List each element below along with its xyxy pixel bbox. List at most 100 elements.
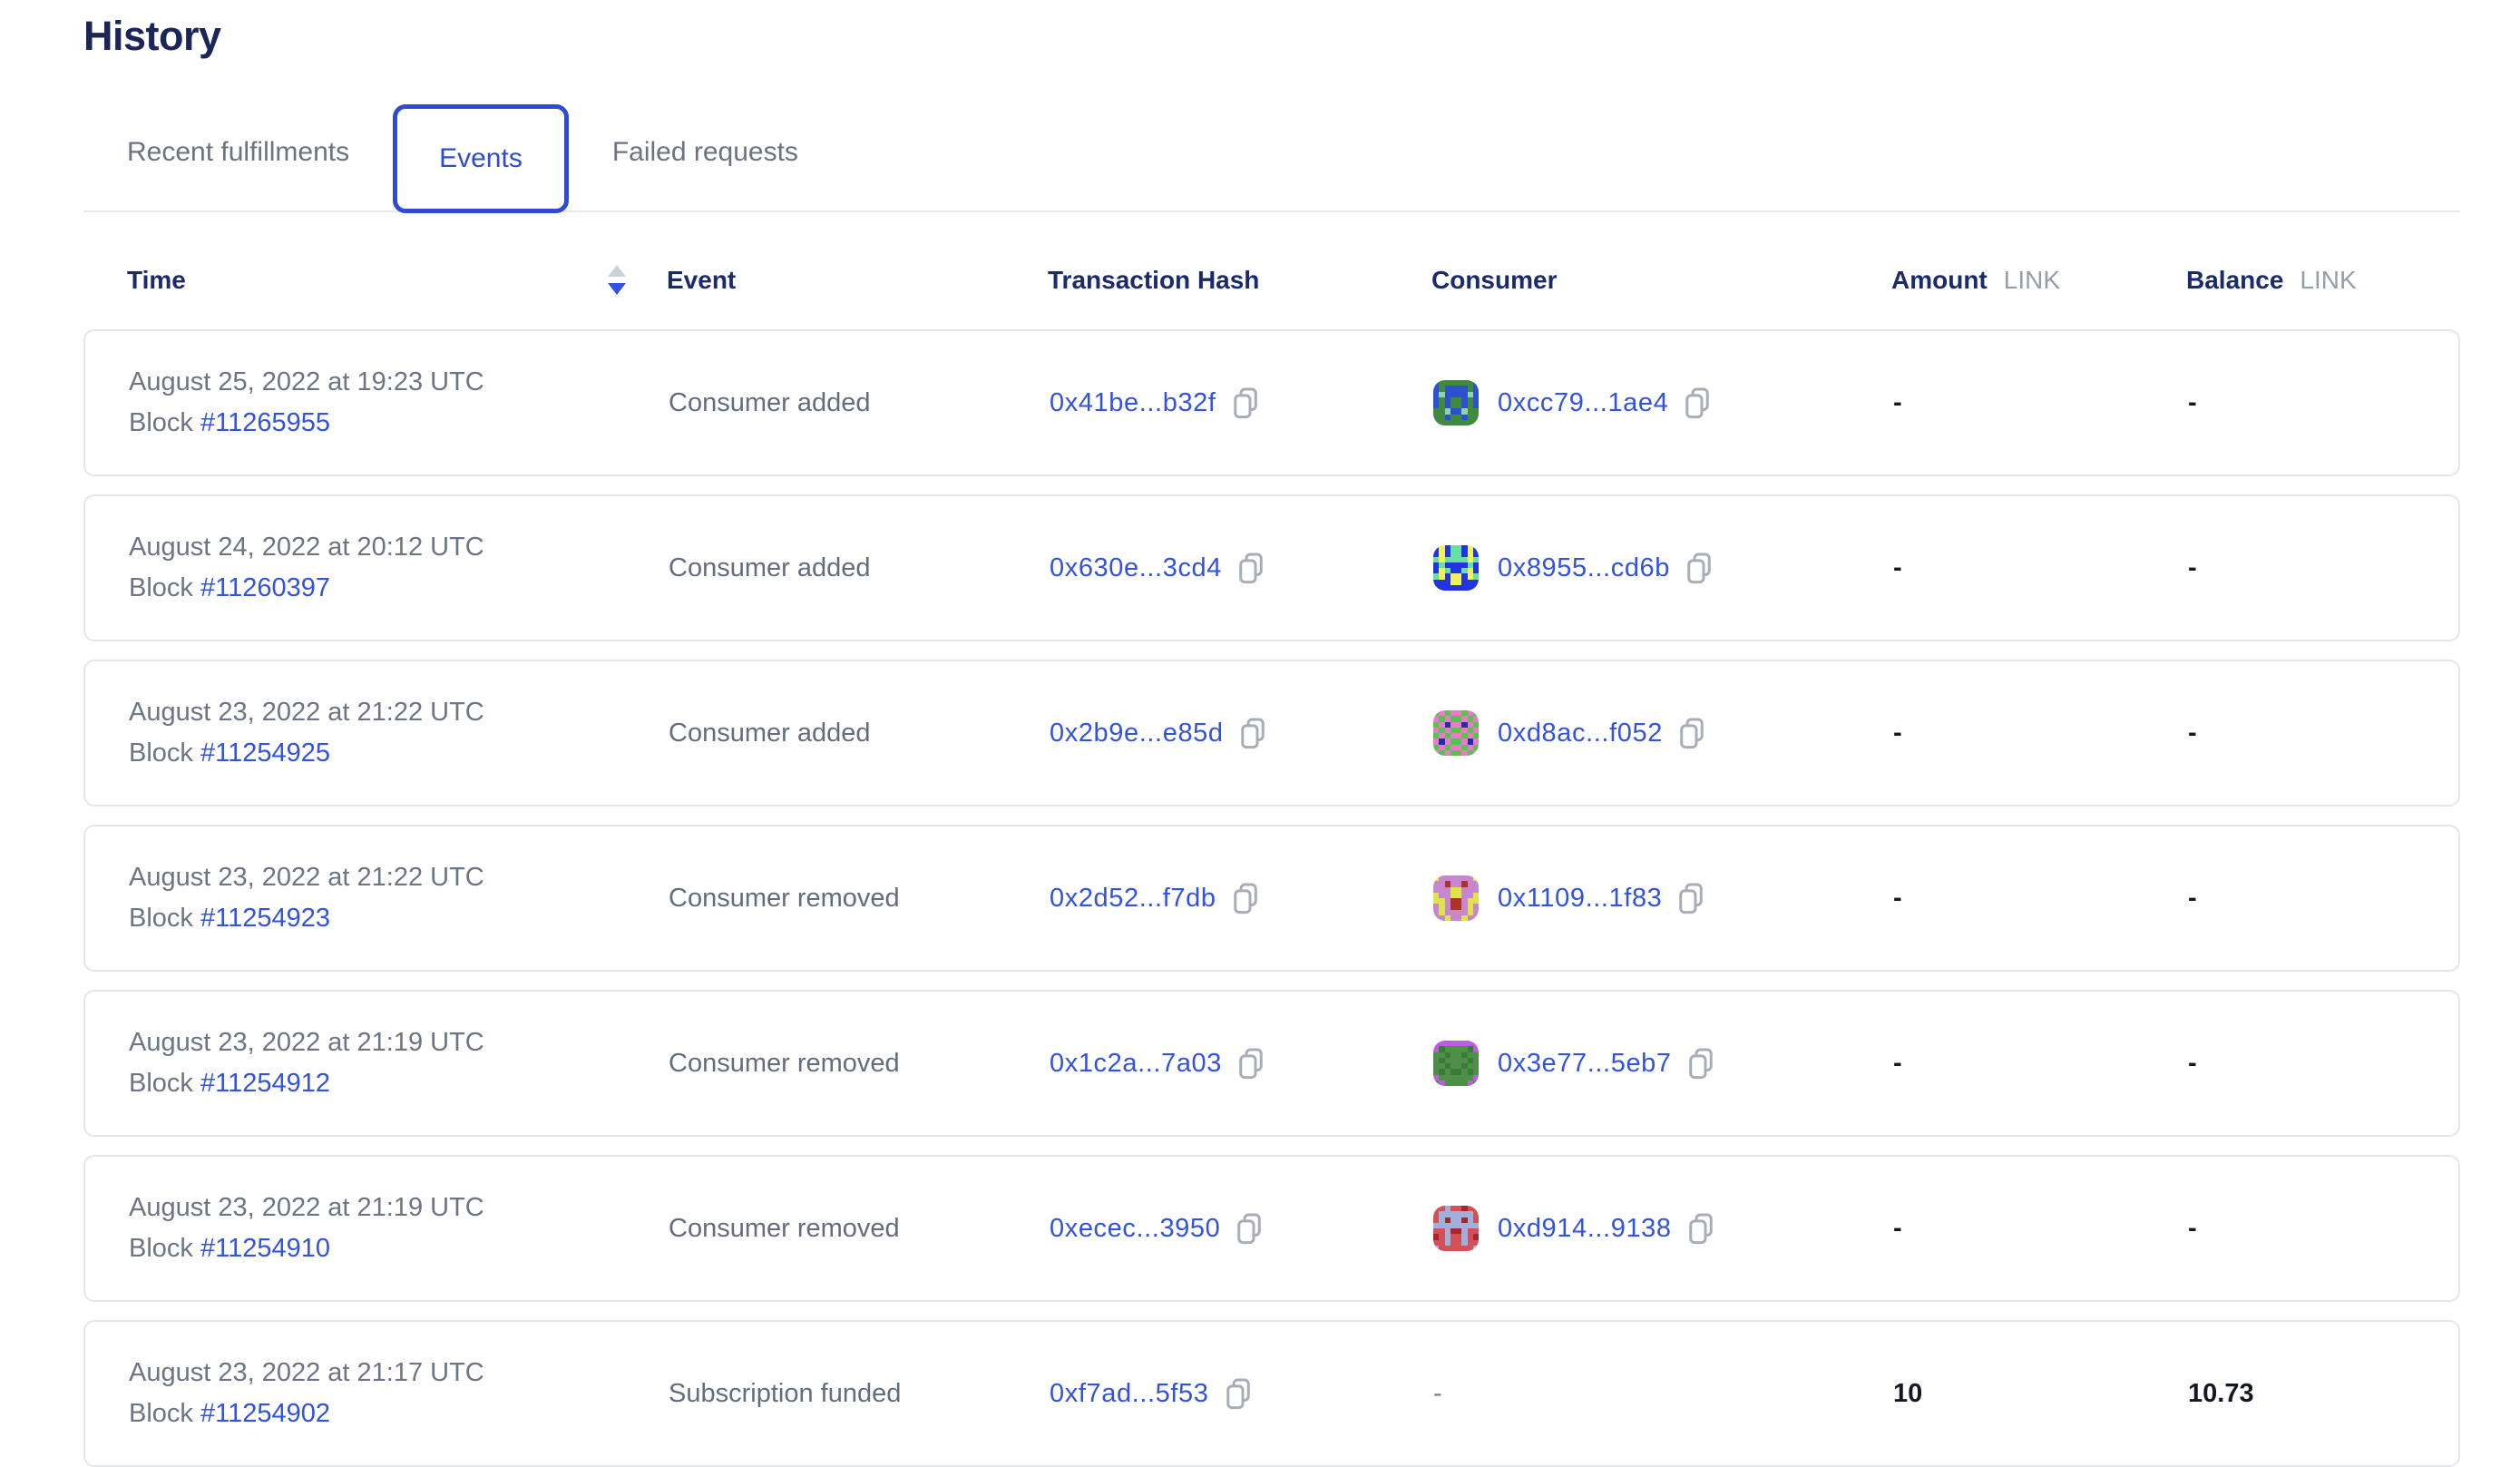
consumer-cell: 0x8955...cd6b [1433, 545, 1893, 591]
row-timestamp: August 25, 2022 at 19:23 UTC [129, 367, 484, 396]
col-header-balance: Balance [2186, 265, 2284, 294]
consumer-address-link[interactable]: 0x1109...1f83 [1498, 883, 1663, 913]
consumer-address-link[interactable]: 0xd8ac...f052 [1498, 718, 1663, 748]
copy-icon [1239, 553, 1263, 584]
col-header-event: Event [667, 265, 737, 294]
time-cell: August 23, 2022 at 21:22 UTC Block #1125… [129, 692, 669, 774]
block-link[interactable]: #11254923 [200, 904, 330, 933]
balance-value: - [2188, 553, 2197, 582]
sort-desc-icon [608, 283, 626, 295]
sort-asc-icon [608, 265, 626, 277]
balance-value: - [2188, 1048, 2197, 1078]
tx-hash-link[interactable]: 0x1c2a...7a03 [1050, 1048, 1222, 1078]
tx-cell: 0xf7ad...5f53 [1050, 1377, 1433, 1410]
table-row: August 23, 2022 at 21:22 UTC Block #1125… [83, 825, 2460, 972]
block-link[interactable]: #11254912 [200, 1069, 330, 1098]
block-link[interactable]: #11254925 [200, 738, 330, 768]
consumer-copy-icon[interactable] [1678, 717, 1705, 749]
copy-icon [1688, 1048, 1713, 1080]
tx-cell: 0x2d52...f7db [1050, 882, 1433, 914]
tx-hash-link[interactable]: 0x41be...b32f [1050, 387, 1216, 417]
consumer-copy-icon[interactable] [1685, 552, 1713, 584]
table-header: Time Event Transaction Hash Consumer Amo… [83, 265, 2460, 295]
tx-hash-link[interactable]: 0x2d52...f7db [1050, 883, 1216, 913]
block-link[interactable]: #11254910 [200, 1234, 330, 1263]
col-header-transaction-hash: Transaction Hash [1048, 265, 1260, 294]
block-label: Block [129, 408, 193, 437]
table-row: August 23, 2022 at 21:19 UTC Block #1125… [83, 990, 2460, 1137]
tx-hash-link[interactable]: 0xf7ad...5f53 [1050, 1378, 1209, 1408]
sort-control[interactable] [608, 265, 626, 295]
tab-failed-requests[interactable]: Failed requests [611, 137, 798, 167]
col-header-balance-wrap: Balance LINK [2186, 266, 2424, 295]
tx-hash-link[interactable]: 0xecec...3950 [1050, 1213, 1221, 1243]
consumer-address-link[interactable]: 0xcc79...1ae4 [1498, 387, 1669, 417]
tx-copy-icon[interactable] [1232, 882, 1259, 914]
tx-copy-icon[interactable] [1239, 717, 1266, 749]
time-cell: August 23, 2022 at 21:17 UTC Block #1125… [129, 1353, 669, 1434]
balance-value: - [2188, 1213, 2197, 1243]
event-type: Consumer removed [669, 1213, 900, 1243]
event-type: Consumer removed [669, 1048, 900, 1078]
consumer-address-link[interactable]: 0x8955...cd6b [1498, 553, 1670, 582]
tx-copy-icon[interactable] [1237, 552, 1265, 584]
copy-icon [1685, 387, 1710, 419]
tab-recent-fulfillments[interactable]: Recent fulfillments [127, 137, 350, 167]
block-label: Block [129, 1234, 193, 1263]
tx-copy-icon[interactable] [1237, 1047, 1265, 1080]
tx-copy-icon[interactable] [1236, 1212, 1263, 1245]
row-timestamp: August 23, 2022 at 21:22 UTC [129, 698, 484, 727]
tx-copy-icon[interactable] [1225, 1377, 1252, 1410]
consumer-copy-icon[interactable] [1687, 1212, 1714, 1245]
balance-value: - [2188, 883, 2197, 913]
col-header-time[interactable]: Time [127, 265, 186, 294]
tab-bar: Recent fulfillments Events Failed reques… [83, 94, 2460, 213]
event-rows: August 25, 2022 at 19:23 UTC Block #1126… [83, 329, 2460, 1467]
consumer-identicon [1433, 1206, 1479, 1251]
copy-icon [1237, 1213, 1262, 1245]
block-line: Block #11254910 [129, 1228, 669, 1269]
copy-icon [1226, 1378, 1250, 1410]
consumer-identicon [1433, 545, 1479, 591]
consumer-address-link[interactable]: 0x3e77...5eb7 [1498, 1048, 1672, 1078]
copy-icon [1687, 553, 1711, 584]
tx-hash-link[interactable]: 0x630e...3cd4 [1050, 553, 1222, 582]
block-label: Block [129, 1399, 193, 1428]
row-timestamp: August 23, 2022 at 21:17 UTC [129, 1358, 484, 1387]
copy-icon [1688, 1213, 1713, 1245]
amount-value: - [1893, 1213, 1902, 1243]
consumer-copy-icon[interactable] [1684, 386, 1711, 419]
tx-cell: 0xecec...3950 [1050, 1212, 1433, 1245]
copy-icon [1233, 387, 1257, 419]
tx-cell: 0x41be...b32f [1050, 386, 1433, 419]
tab-events[interactable]: Events [393, 104, 569, 213]
block-label: Block [129, 738, 193, 768]
block-link[interactable]: #11254902 [200, 1399, 330, 1428]
table-row: August 25, 2022 at 19:23 UTC Block #1126… [83, 329, 2460, 476]
event-type: Consumer added [669, 718, 871, 748]
balance-value: - [2188, 387, 2197, 417]
consumer-cell: 0x1109...1f83 [1433, 875, 1893, 921]
copy-icon [1239, 1048, 1263, 1080]
consumer-address-link[interactable]: 0xd914...9138 [1498, 1213, 1672, 1243]
time-cell: August 25, 2022 at 19:23 UTC Block #1126… [129, 362, 669, 444]
tx-cell: 0x2b9e...e85d [1050, 717, 1433, 749]
row-timestamp: August 23, 2022 at 21:19 UTC [129, 1193, 484, 1222]
table-row: August 23, 2022 at 21:22 UTC Block #1125… [83, 660, 2460, 807]
tx-hash-link[interactable]: 0x2b9e...e85d [1050, 718, 1224, 748]
history-page: History Recent fulfillments Events Faile… [0, 13, 2520, 1467]
copy-icon [1233, 883, 1257, 914]
col-header-consumer: Consumer [1431, 265, 1558, 294]
block-link[interactable]: #11260397 [200, 573, 330, 602]
tx-copy-icon[interactable] [1232, 386, 1259, 419]
amount-value: - [1893, 387, 1902, 417]
block-link[interactable]: #11265955 [200, 408, 330, 437]
page-title: History [83, 13, 221, 59]
event-type: Consumer removed [669, 883, 900, 913]
amount-value: 10 [1893, 1378, 1923, 1408]
consumer-copy-icon[interactable] [1687, 1047, 1714, 1080]
block-label: Block [129, 573, 193, 602]
amount-value: - [1893, 553, 1902, 582]
consumer-copy-icon[interactable] [1677, 882, 1704, 914]
copy-icon [1240, 718, 1265, 749]
